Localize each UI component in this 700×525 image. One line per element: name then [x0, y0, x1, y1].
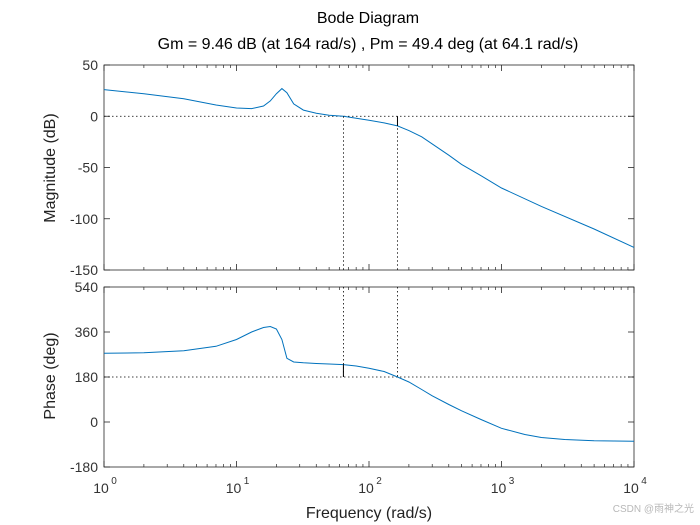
magnitude-ylabel: Magnitude (dB): [42, 113, 59, 222]
magnitude-y-tick-label: -50: [78, 160, 98, 176]
watermark: CSDN @雨神之光: [612, 504, 694, 515]
x-tick-label: 10: [93, 480, 109, 496]
x-tick-exponent: 0: [111, 476, 117, 487]
chart-subtitle: Gm = 9.46 dB (at 164 rad/s) , Pm = 49.4 …: [158, 36, 579, 53]
phase-y-tick-label: 360: [75, 324, 99, 340]
x-tick-label: 10: [491, 480, 507, 496]
phase-response-line: [103, 325, 635, 442]
x-tick-exponent: 1: [244, 476, 250, 487]
magnitude-y-tick-label: 0: [90, 108, 98, 124]
magnitude-response-line: [103, 87, 635, 248]
x-tick-label: 10: [623, 480, 639, 496]
x-tick-exponent: 3: [509, 476, 515, 487]
x-tick-label: 10: [226, 480, 242, 496]
phase-y-tick-label: 540: [75, 279, 99, 295]
phase-y-tick-label: 0: [90, 414, 98, 430]
phase-y-tick-label: 180: [75, 369, 99, 385]
magnitude-axes: 50 0 -50 -100 -150: [70, 57, 635, 278]
phase-ylabel: Phase (deg): [42, 332, 59, 419]
phase-y-tick-label: -180: [70, 459, 98, 475]
x-axis-label: Frequency (rad/s): [306, 505, 432, 522]
x-tick-exponent: 4: [641, 476, 647, 487]
x-tick-label: 10: [358, 480, 374, 496]
x-tick-exponent: 2: [376, 476, 382, 487]
magnitude-y-tick-label: 50: [82, 57, 98, 73]
magnitude-y-tick-label: -100: [70, 211, 98, 227]
magnitude-plot-area: [103, 64, 635, 271]
magnitude-y-tick-label: -150: [70, 262, 98, 278]
chart-title: Bode Diagram: [317, 10, 419, 27]
